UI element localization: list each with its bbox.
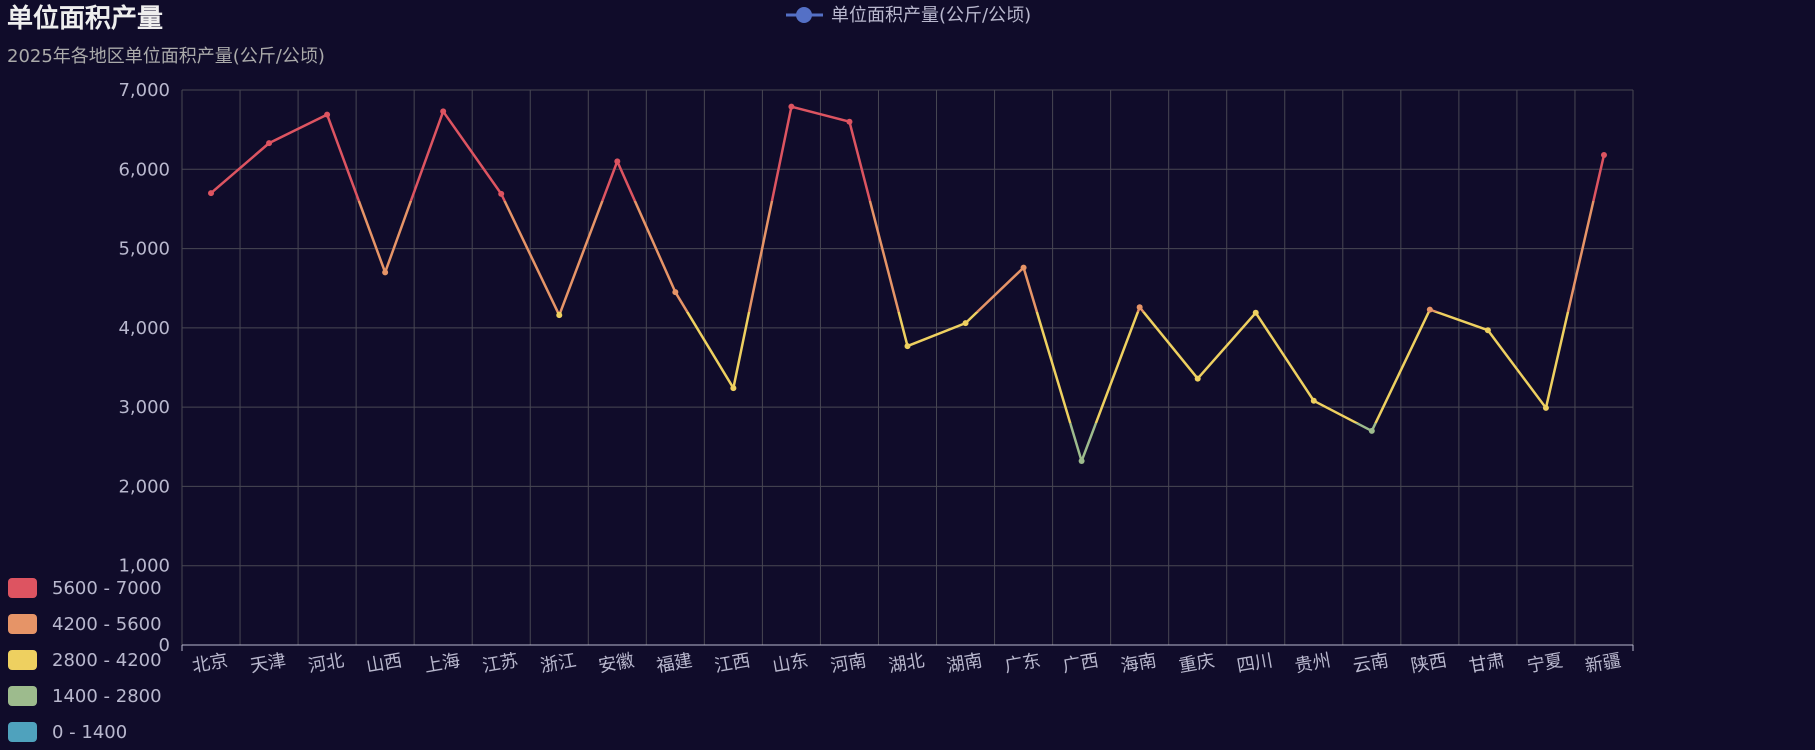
- grid: [181, 89, 1634, 645]
- data-points[interactable]: [208, 103, 1607, 465]
- visual-map[interactable]: 5600 - 7000 4200 - 5600 2800 - 4200 1400 - …: [8, 578, 162, 743]
- data-point-贵州[interactable]: [1310, 397, 1317, 404]
- y-tick-label: 4,000: [118, 318, 170, 339]
- x-tick-label: 新疆: [1583, 650, 1622, 677]
- y-tick-label: 7,000: [118, 80, 170, 101]
- data-point-广西[interactable]: [1078, 458, 1085, 465]
- visual-map-piece[interactable]: 5600 - 7000: [8, 578, 162, 599]
- y-tick-label: 3,000: [118, 397, 170, 418]
- data-point-山西[interactable]: [382, 269, 389, 276]
- x-tick-label: 福建: [655, 650, 694, 677]
- legend-dot-icon: [796, 7, 812, 23]
- visual-map-swatch[interactable]: [8, 614, 37, 634]
- data-point-天津[interactable]: [266, 140, 273, 147]
- visual-map-label: 0 - 1400: [52, 722, 127, 743]
- axes: 0 1,000 2,000 3,000 4,000 5,000 6,000 7,000 北京 天津…: [118, 80, 1634, 677]
- y-tick-label: 6,000: [118, 159, 170, 180]
- data-point-重庆[interactable]: [1194, 375, 1201, 382]
- x-tick-label: 陕西: [1409, 650, 1448, 677]
- data-point-安徽[interactable]: [614, 158, 621, 165]
- x-tick-label: 贵州: [1293, 650, 1332, 677]
- x-tick-label: 山东: [771, 650, 810, 677]
- data-point-江苏[interactable]: [498, 190, 505, 197]
- visual-map-piece[interactable]: 0 - 1400: [8, 722, 127, 743]
- x-tick-label: 北京: [191, 650, 230, 677]
- x-tick-label: 天津: [249, 650, 288, 677]
- y-tick-label: 2,000: [118, 476, 170, 497]
- data-point-河南[interactable]: [846, 118, 853, 125]
- data-point-湖南[interactable]: [962, 320, 969, 327]
- x-tick-label: 甘肃: [1467, 650, 1506, 677]
- y-tick-label: 0: [159, 635, 170, 656]
- visual-map-piece[interactable]: 2800 - 4200: [8, 650, 162, 671]
- visual-map-swatch[interactable]: [8, 578, 37, 598]
- visual-map-label: 1400 - 2800: [52, 686, 162, 707]
- visual-map-label: 4200 - 5600: [52, 614, 162, 635]
- legend-series-label: 单位面积产量(公斤/公顷): [831, 5, 1031, 26]
- data-point-广东[interactable]: [1020, 264, 1027, 271]
- x-tick-label: 安徽: [597, 650, 636, 677]
- data-point-四川[interactable]: [1252, 309, 1259, 316]
- visual-map-label: 5600 - 7000: [52, 578, 162, 599]
- data-point-河北[interactable]: [324, 111, 331, 118]
- x-tick-label: 宁夏: [1525, 650, 1564, 677]
- x-tick-label: 上海: [423, 650, 462, 677]
- data-point-江西[interactable]: [730, 385, 737, 392]
- visual-map-piece[interactable]: 1400 - 2800: [8, 686, 162, 707]
- legend[interactable]: 单位面积产量(公斤/公顷): [786, 5, 1031, 26]
- series-line-path[interactable]: [210, 105, 1606, 463]
- x-tick-label: 重庆: [1177, 650, 1216, 677]
- x-tick-label: 河南: [829, 650, 868, 677]
- data-point-云南[interactable]: [1368, 427, 1375, 434]
- x-tick-label: 江苏: [481, 650, 520, 677]
- x-tick-label: 河北: [307, 650, 346, 677]
- data-point-湖北[interactable]: [904, 343, 911, 350]
- series-line[interactable]: [210, 105, 1606, 463]
- data-point-宁夏[interactable]: [1542, 404, 1549, 411]
- x-tick-label: 浙江: [539, 650, 578, 677]
- data-point-山东[interactable]: [788, 103, 795, 110]
- data-point-浙江[interactable]: [556, 312, 563, 319]
- y-tick-label: 1,000: [118, 556, 170, 577]
- x-tick-label: 云南: [1351, 650, 1390, 677]
- x-tick-label: 湖南: [945, 650, 984, 677]
- data-point-海南[interactable]: [1136, 304, 1143, 311]
- visual-map-swatch[interactable]: [8, 650, 37, 670]
- y-tick-label: 5,000: [118, 239, 170, 260]
- x-tick-label: 江西: [713, 650, 752, 677]
- x-tick-label: 海南: [1119, 650, 1158, 677]
- visual-map-swatch[interactable]: [8, 722, 37, 742]
- x-tick-label: 湖北: [887, 650, 926, 677]
- data-point-陕西[interactable]: [1426, 306, 1433, 313]
- data-point-北京[interactable]: [208, 190, 215, 197]
- x-tick-label: 广西: [1061, 650, 1100, 677]
- chart-subtitle: 2025年各地区单位面积产量(公斤/公顷): [7, 46, 325, 67]
- data-point-甘肃[interactable]: [1484, 327, 1491, 334]
- data-point-福建[interactable]: [672, 289, 679, 296]
- data-point-新疆[interactable]: [1600, 152, 1607, 159]
- visual-map-swatch[interactable]: [8, 686, 37, 706]
- visual-map-piece[interactable]: 4200 - 5600: [8, 614, 162, 635]
- chart-title: 单位面积产量: [7, 3, 163, 34]
- x-tick-label: 四川: [1235, 650, 1274, 677]
- x-tick-label: 广东: [1003, 650, 1042, 677]
- data-point-上海[interactable]: [440, 108, 447, 115]
- visual-map-label: 2800 - 4200: [52, 650, 162, 671]
- x-tick-label: 山西: [365, 650, 404, 677]
